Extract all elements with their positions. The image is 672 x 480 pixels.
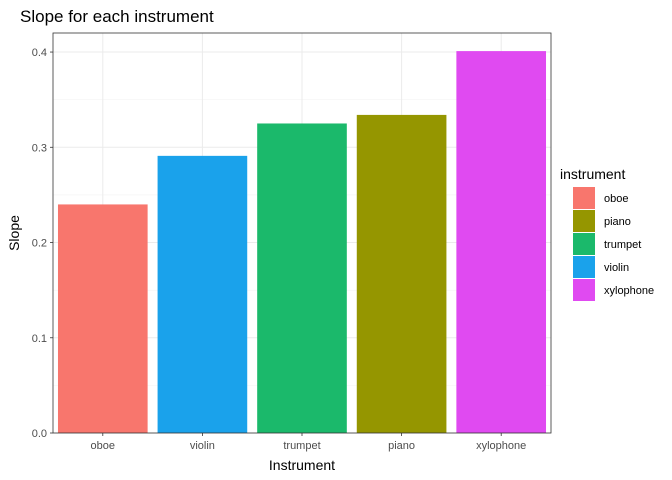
legend: instrument oboe piano trumpet violin xylopho…	[560, 166, 654, 301]
y-tick-label: 0.3	[32, 142, 47, 154]
x-tick-label: xylophone	[476, 440, 526, 452]
legend-key-violin	[573, 256, 595, 278]
legend-key-xylophone	[573, 279, 595, 301]
y-tick-label: 0.4	[32, 47, 47, 59]
legend-key-trumpet	[573, 233, 595, 255]
bar-oboe	[57, 204, 148, 433]
bar-xylophone	[456, 51, 547, 433]
x-tick-label: violin	[190, 440, 215, 452]
x-tick-label: piano	[388, 440, 415, 452]
x-axis-title: Instrument	[269, 457, 335, 473]
bar-trumpet	[257, 123, 347, 433]
bars	[57, 51, 547, 434]
legend-label: piano	[604, 216, 631, 228]
y-axis-title: Slope	[6, 215, 22, 251]
x-axis: oboe violin trumpet piano xylophone	[91, 433, 526, 452]
y-tick-label: 0.2	[32, 238, 47, 250]
legend-label: trumpet	[604, 239, 641, 251]
legend-label: oboe	[604, 193, 628, 205]
x-tick-label: trumpet	[283, 440, 320, 452]
x-tick-label: oboe	[91, 440, 115, 452]
bar-piano	[356, 114, 447, 434]
chart-title: Slope for each instrument	[20, 7, 214, 26]
legend-key-piano	[573, 210, 595, 232]
legend-label: xylophone	[604, 285, 654, 297]
legend-key-oboe	[573, 187, 595, 209]
y-tick-label: 0.1	[32, 333, 47, 345]
bar-violin	[157, 155, 248, 433]
y-tick-label: 0.0	[32, 428, 47, 440]
legend-label: violin	[604, 262, 629, 274]
legend-title: instrument	[560, 166, 625, 182]
y-axis: 0.0 0.1 0.2 0.3 0.4	[32, 47, 53, 440]
